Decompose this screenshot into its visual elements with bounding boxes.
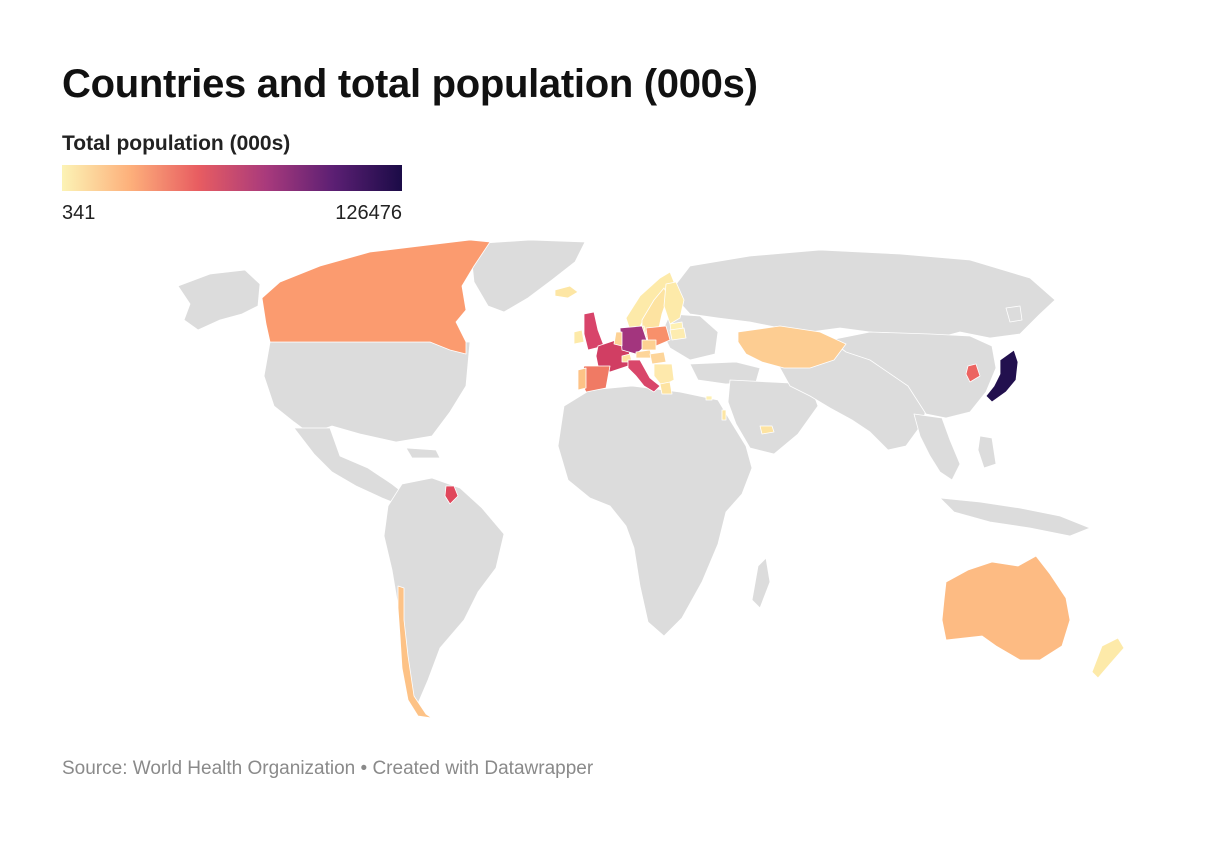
legend-title: Total population (000s) — [62, 132, 291, 155]
legend-gradient-bar — [62, 165, 402, 191]
source-note: Source: World Health Organization • Crea… — [62, 758, 594, 779]
region-canada[interactable] — [261, 239, 491, 355]
region-ireland[interactable] — [573, 329, 585, 345]
land-usa[interactable] — [263, 341, 471, 443]
legend-max-label: 126476 — [335, 202, 402, 224]
region-hungary[interactable] — [649, 351, 667, 365]
land-madagascar[interactable] — [751, 557, 771, 609]
region-belarus[interactable] — [669, 327, 687, 341]
region-chile[interactable] — [397, 585, 433, 719]
legend-min-label: 341 — [62, 202, 96, 224]
region-french-guiana[interactable] — [444, 485, 459, 505]
land-africa[interactable] — [557, 385, 753, 637]
land-china-mongolia[interactable] — [829, 331, 997, 419]
land-greenland[interactable] — [469, 239, 586, 313]
region-iceland[interactable] — [554, 285, 579, 299]
land-philippines[interactable] — [977, 435, 997, 469]
land-caribbean[interactable] — [405, 447, 441, 459]
region-cyprus[interactable] — [705, 395, 713, 401]
region-australia[interactable] — [941, 555, 1071, 661]
region-united-arab-emirates[interactable] — [759, 425, 775, 435]
region-czechia[interactable] — [641, 339, 657, 351]
region-finland[interactable] — [663, 281, 685, 325]
region-kazakhstan[interactable] — [737, 325, 847, 369]
world-map — [177, 239, 1125, 719]
population-regions — [261, 239, 1125, 719]
region-new-zealand[interactable] — [1091, 637, 1125, 679]
chart-title: Countries and total population (000s) — [62, 62, 758, 106]
land-south-america[interactable] — [383, 477, 505, 709]
region-israel[interactable] — [721, 409, 727, 421]
region-balkans[interactable] — [653, 363, 675, 387]
land-no-data — [177, 239, 1091, 709]
region-benelux[interactable] — [613, 331, 623, 347]
region-united-kingdom[interactable] — [583, 311, 605, 351]
land-japan-islands-north[interactable] — [1005, 305, 1023, 323]
region-greece[interactable] — [659, 381, 673, 395]
region-japan[interactable] — [985, 349, 1019, 403]
land-alaska[interactable] — [177, 269, 261, 331]
land-russia[interactable] — [669, 249, 1056, 341]
color-legend: Total population (000s) 341 126476 — [62, 132, 402, 232]
land-indonesia[interactable] — [939, 497, 1091, 537]
region-south-korea[interactable] — [965, 363, 981, 383]
region-italy[interactable] — [627, 359, 661, 393]
region-portugal[interactable] — [577, 367, 587, 391]
land-southeast-asia[interactable] — [913, 413, 961, 481]
